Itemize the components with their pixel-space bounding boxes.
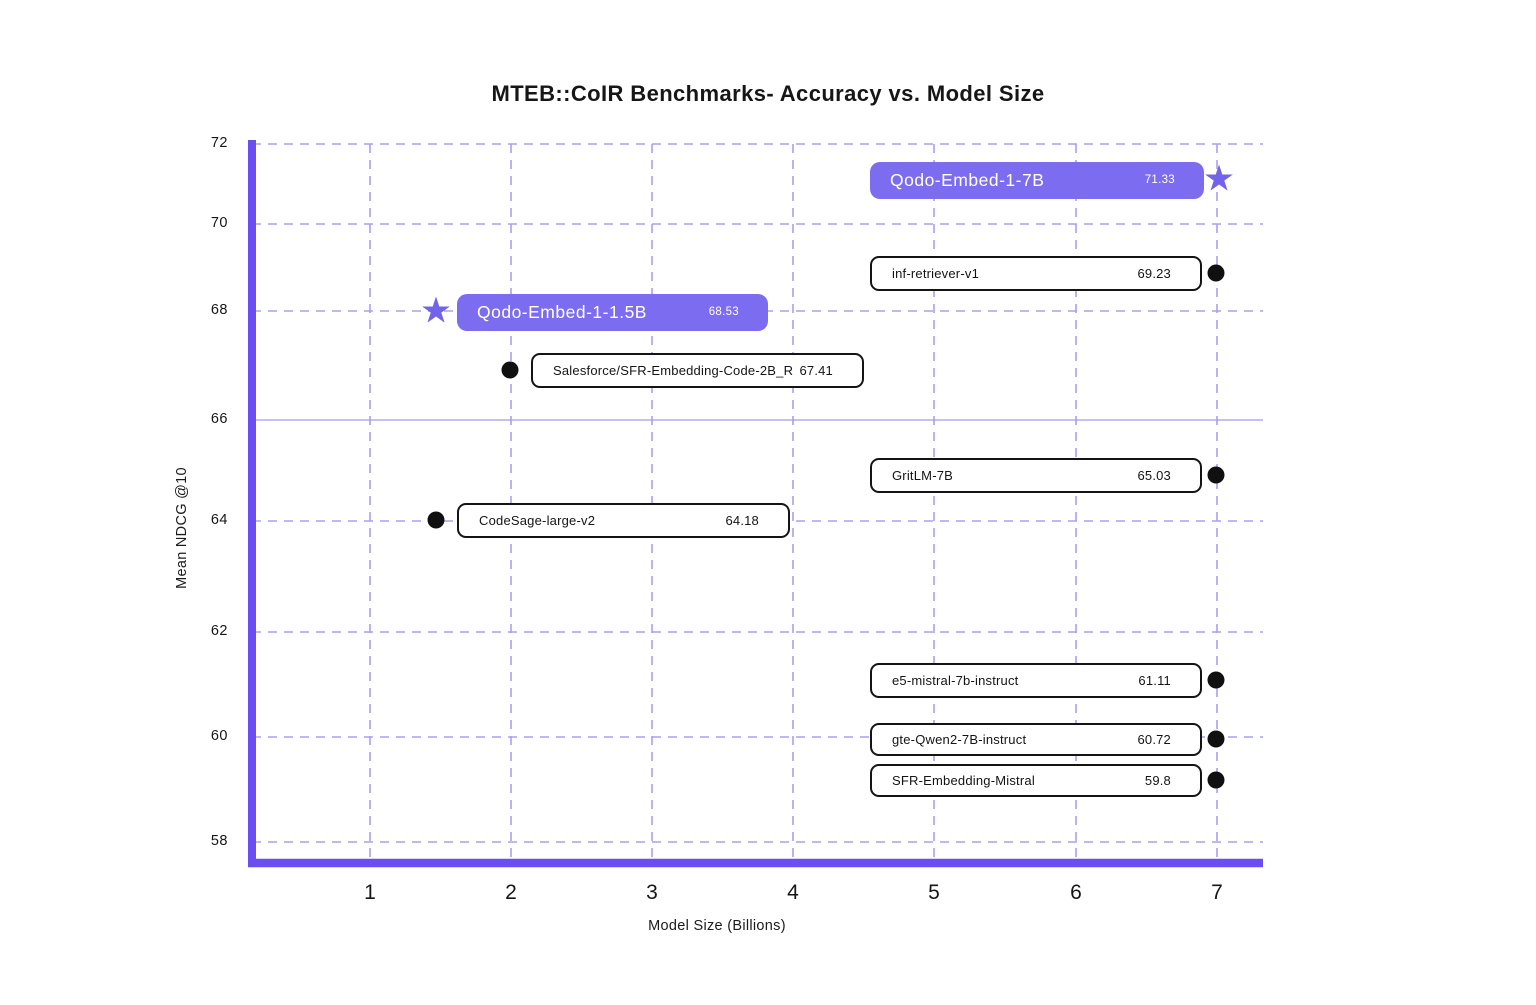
model-score: 71.33 — [1144, 174, 1175, 186]
model-name: gte-Qwen2-7B-instruct — [892, 731, 1027, 747]
dot-marker — [501, 361, 519, 379]
model-name: Qodo-Embed-1-1.5B — [477, 301, 647, 322]
x-tick-label: 4 — [787, 881, 799, 904]
model-name: e5-mistral-7b-instruct — [892, 672, 1019, 688]
star-marker: ★ — [419, 289, 453, 331]
y-tick-label: 70 — [210, 215, 228, 231]
x-tick-label: 3 — [646, 881, 658, 904]
model-name: GritLM-7B — [892, 467, 954, 483]
model-score: 68.53 — [708, 306, 739, 318]
y-tick-label: 60 — [210, 728, 228, 744]
model-label: Qodo-Embed-1-7B 71.33 — [870, 161, 1204, 199]
y-tick-label: 64 — [210, 512, 228, 528]
model-label: SFR-Embedding-Mistral 59.8 — [870, 763, 1202, 797]
x-axis-title: Model Size (Billions) — [648, 918, 786, 934]
model-score: 65.03 — [1137, 467, 1171, 483]
model-score: 59.8 — [1144, 772, 1171, 788]
dot-marker — [1207, 771, 1225, 789]
model-name: Salesforce/SFR-Embedding-Code-2B_R — [553, 362, 794, 378]
model-label: gte-Qwen2-7B-instruct 60.72 — [870, 722, 1202, 756]
y-tick-label: 58 — [210, 833, 228, 849]
x-tick-label: 7 — [1211, 881, 1223, 904]
y-tick-label: 68 — [210, 302, 228, 318]
x-tick-label: 6 — [1070, 881, 1082, 904]
x-tick-label: 1 — [364, 881, 376, 904]
model-label: GritLM-7B 65.03 — [870, 457, 1202, 493]
dot-marker — [1207, 730, 1225, 748]
model-score: 64.18 — [725, 512, 759, 528]
y-tick-label: 62 — [210, 623, 228, 639]
model-name: SFR-Embedding-Mistral — [892, 772, 1035, 788]
star-marker: ★ — [1202, 157, 1236, 199]
model-score: 69.23 — [1137, 265, 1171, 281]
model-score: 60.72 — [1137, 731, 1171, 747]
model-name: inf-retriever-v1 — [892, 265, 979, 281]
x-tick-label: 2 — [505, 881, 517, 904]
dot-marker — [427, 511, 445, 529]
model-label: e5-mistral-7b-instruct 61.11 — [870, 662, 1202, 698]
x-tick-label: 5 — [928, 881, 940, 904]
y-tick-label: 66 — [210, 411, 228, 427]
model-label: CodeSage-large-v2 64.18 — [457, 502, 790, 538]
model-score: 61.11 — [1138, 672, 1171, 688]
model-label: Salesforce/SFR-Embedding-Code-2B_R 67.41 — [531, 352, 864, 388]
model-label: inf-retriever-v1 69.23 — [870, 255, 1202, 291]
y-tick-label: 72 — [210, 135, 228, 151]
model-name: CodeSage-large-v2 — [479, 512, 596, 528]
dot-marker — [1207, 466, 1225, 484]
dot-marker — [1207, 264, 1225, 282]
dot-marker — [1207, 671, 1225, 689]
model-name: Qodo-Embed-1-7B — [890, 169, 1045, 190]
model-score: 67.41 — [799, 362, 833, 378]
chart-title: MTEB::CoIR Benchmarks- Accuracy vs. Mode… — [491, 81, 1045, 106]
model-label: Qodo-Embed-1-1.5B 68.53 — [457, 293, 768, 331]
